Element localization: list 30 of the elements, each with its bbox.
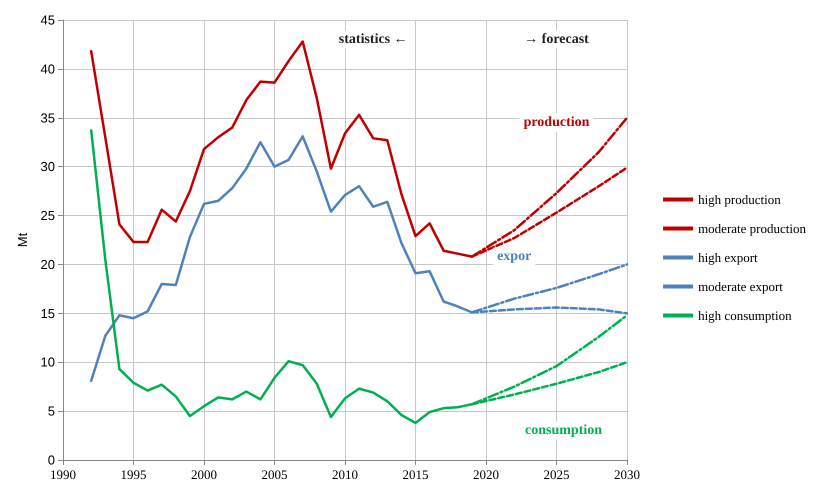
x-tick-label: 2015 [402, 467, 428, 482]
x-tick-label: 2030 [614, 467, 640, 482]
y-tick-label: 5 [48, 404, 55, 419]
legend-label: high production [698, 192, 782, 207]
y-tick-label: 35 [40, 110, 55, 126]
annotation: expor [497, 249, 532, 264]
y-tick-label: 45 [40, 12, 55, 28]
x-tick-label: 2005 [262, 467, 288, 482]
x-tick-label: 2020 [473, 467, 499, 482]
x-tick-label: 2010 [332, 467, 358, 482]
x-tick-label: 1995 [120, 467, 146, 482]
legend-label: high consumption [698, 308, 792, 323]
y-tick-label: 20 [40, 256, 55, 272]
y-tick-label: 10 [40, 354, 55, 370]
annotation: statistics ← [338, 32, 408, 48]
x-tick-label: 1990 [50, 467, 76, 482]
legend-label: moderate production [698, 221, 806, 236]
annotation: production [524, 115, 590, 130]
x-tick-label: 2000 [191, 467, 217, 482]
y-tick-label: 30 [40, 159, 55, 174]
x-tick-label: 2025 [544, 467, 570, 482]
y-axis-title: Mt [15, 232, 30, 248]
y-tick-label: 25 [40, 208, 55, 224]
legend-label: high export [698, 250, 758, 265]
annotation: → forecast [524, 32, 590, 48]
legend-label: moderate export [698, 279, 784, 294]
y-tick-label: 0 [48, 452, 55, 468]
y-tick-label: 15 [40, 306, 55, 321]
annotation: consumption [525, 423, 602, 438]
y-tick-label: 40 [40, 61, 55, 76]
